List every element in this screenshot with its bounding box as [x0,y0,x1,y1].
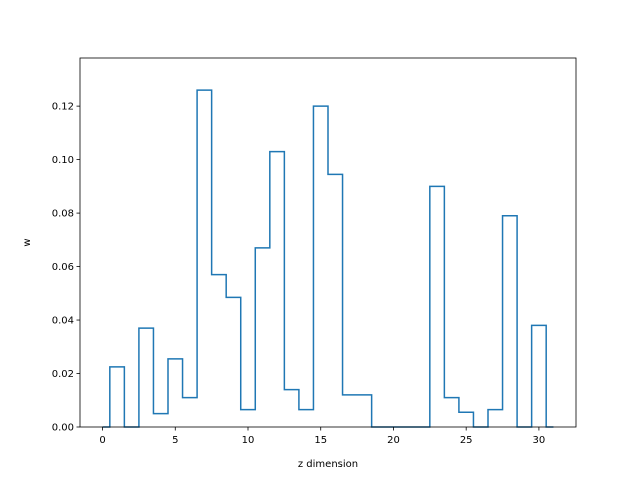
x-tick-label: 10 [242,435,255,446]
x-tick-label: 0 [99,435,105,446]
y-tick-label: 0.10 [52,155,74,166]
x-tick-label: 15 [314,435,327,446]
x-tick-label: 25 [460,435,473,446]
y-tick-label: 0.06 [52,262,74,273]
plot-content [102,89,554,428]
x-ticks: 0 5 10 15 20 25 30 [99,427,545,446]
x-axis-label: z dimension [298,459,358,470]
x-tick-label: 30 [533,435,546,446]
x-tick-label: 20 [387,435,400,446]
y-tick-label: 0.12 [52,102,74,113]
y-tick-label: 0.08 [52,209,74,220]
y-tick-label: 0.00 [52,423,74,434]
y-ticks: 0.00 0.02 0.04 0.06 0.08 0.10 0.12 [52,102,80,434]
y-tick-label: 0.02 [52,369,74,380]
plot-frame [79,57,577,428]
y-axis-label: w [22,238,33,246]
step-series-line [102,89,554,428]
y-tick-label: 0.04 [52,316,74,327]
x-tick-label: 5 [172,435,178,446]
